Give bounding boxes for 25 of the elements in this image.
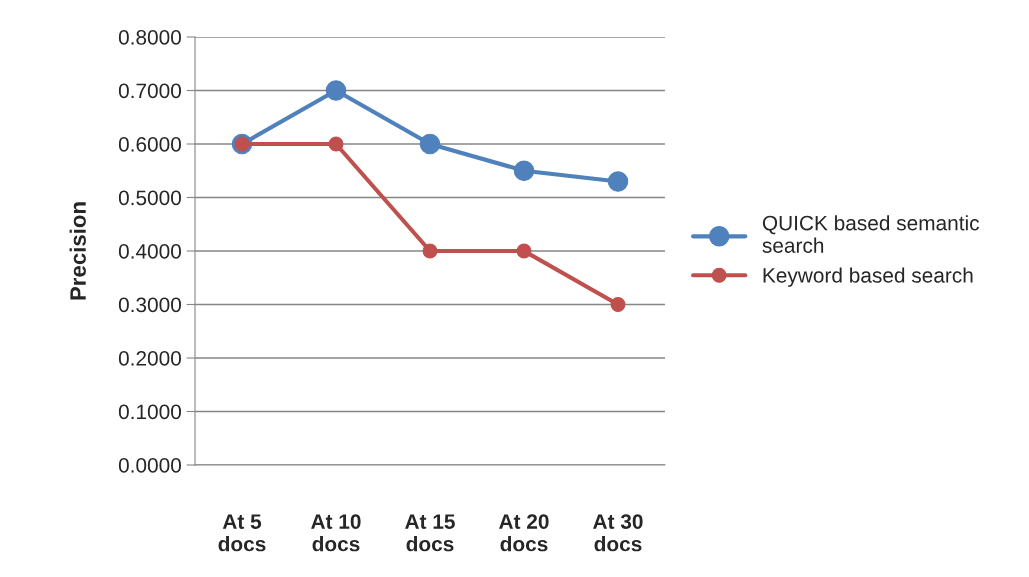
x-tick-label: At 15 docs	[405, 514, 455, 552]
y-tick-label: 0.6000	[118, 137, 181, 152]
point	[419, 133, 441, 155]
point	[607, 171, 629, 192]
point	[516, 243, 532, 259]
point	[328, 136, 344, 152]
legend-label: Keyword based search	[763, 267, 973, 287]
y-tick-label: 0.5000	[118, 190, 181, 206]
y-tick-label: 0.3000	[118, 297, 181, 313]
y-tick-label: 0.4000	[118, 244, 181, 259]
x-tick-label: At 20 docs	[499, 514, 549, 552]
legend-label: QUICK based semantic search	[762, 215, 980, 253]
y-axis-title: Precision	[69, 202, 86, 300]
point	[513, 160, 535, 181]
point	[422, 243, 438, 259]
x-tick-label: At 5 docs	[218, 514, 266, 552]
y-tick-label: 0.8000	[118, 30, 181, 45]
y-tick-label: 0.1000	[118, 404, 181, 420]
x-tick-label: At 10 docs	[311, 514, 361, 552]
point	[610, 297, 626, 312]
y-tick-label: 0.0000	[118, 458, 181, 473]
point	[325, 80, 347, 101]
x-tick-label: At 30 docs	[593, 514, 643, 552]
y-tick-label: 0.7000	[118, 83, 181, 99]
y-tick-label: 0.2000	[118, 351, 181, 366]
